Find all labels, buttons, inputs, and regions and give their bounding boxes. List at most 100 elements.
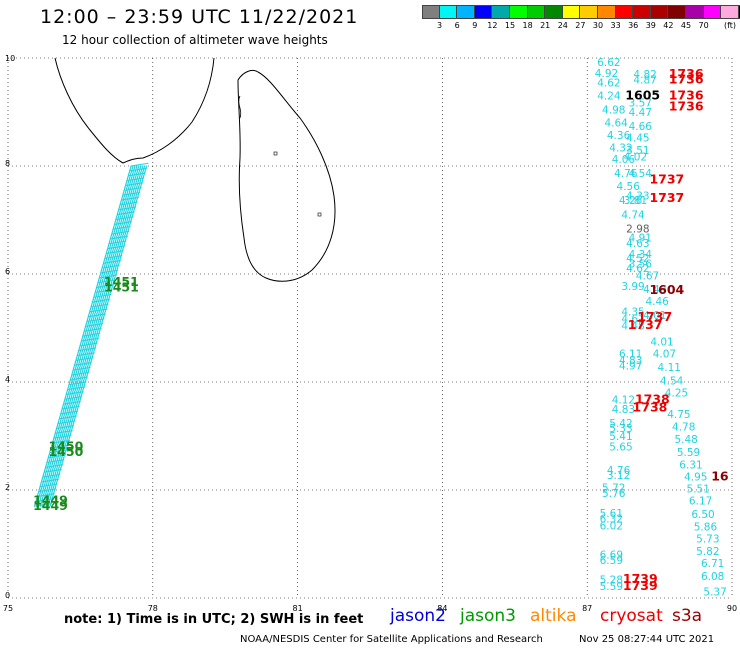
track-segment — [59, 415, 77, 420]
color-swatch — [738, 5, 740, 19]
wave-height-label: 4.83 — [612, 404, 635, 416]
wave-height-label: 4.98 — [602, 105, 625, 117]
wave-height-label: 5.59 — [677, 447, 700, 459]
wave-height-label: 3.56 — [629, 259, 653, 271]
wave-height-label: 6.31 — [679, 459, 702, 471]
wave-height-label: 4.45 — [626, 133, 649, 145]
track-segment — [63, 400, 81, 405]
coastline — [54, 57, 336, 282]
wave-height-label: 3.81 — [624, 195, 647, 207]
wave-height-label: 4.01 — [650, 336, 673, 348]
track-time-label: 1737 — [649, 190, 684, 205]
wave-height-label: 5.51 — [687, 484, 710, 496]
track-segment — [118, 206, 137, 211]
color-scale-label: 33 — [610, 21, 621, 30]
track-time-label: 1736 — [669, 98, 704, 113]
y-tick-label: 10 — [5, 54, 15, 63]
track-segment — [42, 473, 61, 478]
track-segment — [56, 425, 75, 429]
track-time-label: 1736 — [669, 88, 704, 103]
wave-height-label: 4.62 — [626, 263, 649, 275]
color-swatch — [439, 5, 458, 19]
color-scale-legend: 3 6 9 12 15 18 21 24 27 30 33 36 39 42 45 70 (ft) — [422, 5, 740, 31]
wave-height-label: 3.99 — [621, 281, 644, 293]
track-segment — [91, 303, 109, 308]
wave-height-labels: 6.624.92 4.824.874.624.243.574.98 4.474.64… — [33, 57, 729, 598]
track-time-label: 1739 — [623, 578, 658, 593]
track-segment — [115, 216, 134, 220]
legend-cryosat: cryosat — [600, 606, 663, 626]
track-segment — [88, 313, 106, 318]
track-segment — [45, 464, 64, 468]
y-tick-label: 2 — [5, 483, 10, 492]
track-segment — [41, 478, 59, 483]
wave-height-label: 4.12 — [612, 395, 635, 407]
track-segment — [110, 235, 128, 240]
track-segment — [121, 196, 139, 201]
track-segment — [114, 221, 132, 225]
track-time-label: 1605 — [625, 88, 660, 103]
map-grid — [7, 57, 733, 599]
wave-height-label: 3.12 — [607, 470, 630, 482]
track-time-label: 1451 — [104, 274, 139, 289]
color-scale-label: 15 — [504, 21, 516, 30]
wave-height-label: 4.61 — [621, 314, 644, 326]
wave-height-label: 4.97 — [619, 361, 642, 373]
axis-tick-labels: 75 78 81 84 87 90 0 2 4 6 8 10 — [3, 54, 737, 613]
x-tick-label: 78 — [148, 604, 158, 613]
track-segment — [92, 298, 110, 303]
coast-detail — [238, 95, 242, 119]
track-segment — [95, 289, 113, 293]
track-segment — [81, 337, 99, 342]
track-segment — [108, 240, 127, 245]
track-segment — [96, 284, 115, 288]
legend-jason2: jason2 — [390, 606, 446, 626]
wave-height-label: 4.32 — [609, 142, 632, 154]
wave-height-label: 4.76 — [607, 465, 631, 477]
x-tick-label: 90 — [727, 604, 737, 613]
color-scale-label: 24 — [557, 21, 568, 30]
color-swatch — [527, 5, 546, 19]
page-title: 12:00 – 23:59 UTC 11/22/2021 — [40, 6, 359, 28]
color-scale-label: 27 — [575, 21, 586, 30]
wave-height-label: 5.82 — [696, 546, 719, 558]
track-segment — [44, 468, 62, 473]
wave-height-label: 6.08 — [701, 571, 724, 583]
track-segment — [124, 187, 142, 191]
x-tick-label: 84 — [437, 604, 447, 613]
track-segment — [73, 366, 91, 371]
color-swatch — [474, 5, 493, 19]
track-segment — [53, 434, 72, 439]
track-segment — [126, 177, 145, 182]
footer-credit: NOAA/NESDIS Center for Satellite Applica… — [240, 634, 543, 645]
track-segment — [57, 420, 76, 425]
track-segment — [89, 308, 108, 313]
x-tick-label: 81 — [293, 604, 303, 613]
color-scale-label: 21 — [540, 21, 551, 30]
wave-height-label: 4.06 — [612, 154, 636, 166]
track-segment — [74, 362, 92, 366]
wave-height-label: 4.78 — [672, 422, 695, 434]
track-segment — [113, 225, 131, 230]
y-tick-label: 8 — [5, 159, 10, 168]
track-segment — [39, 483, 58, 488]
wave-height-label: 5.42 — [609, 418, 632, 430]
color-scale-labels: 3 6 9 12 15 18 21 24 27 30 33 36 39 42 45 70 (ft) — [422, 19, 740, 31]
track-segment — [66, 391, 84, 395]
wave-height-label: 4.87 — [633, 74, 656, 86]
color-swatch — [492, 5, 510, 19]
wave-height-label: 4.26 — [619, 195, 643, 207]
wave-height-label: 4.82 — [633, 69, 656, 81]
wave-height-label: 4.64 — [604, 118, 628, 130]
wave-height-label: 4.92 — [595, 68, 618, 80]
wave-height-label: 6.32 — [600, 513, 623, 525]
track-segment — [64, 396, 83, 400]
track-segment — [102, 264, 120, 269]
wave-height-label: 4.83 — [619, 355, 642, 367]
track-segment — [93, 294, 112, 298]
y-tick-label: 4 — [5, 375, 10, 384]
track-segment — [37, 493, 55, 497]
track-segment — [67, 386, 86, 391]
wave-height-label: 5.41 — [609, 431, 632, 443]
wave-height-label: 4.36 — [607, 130, 631, 142]
